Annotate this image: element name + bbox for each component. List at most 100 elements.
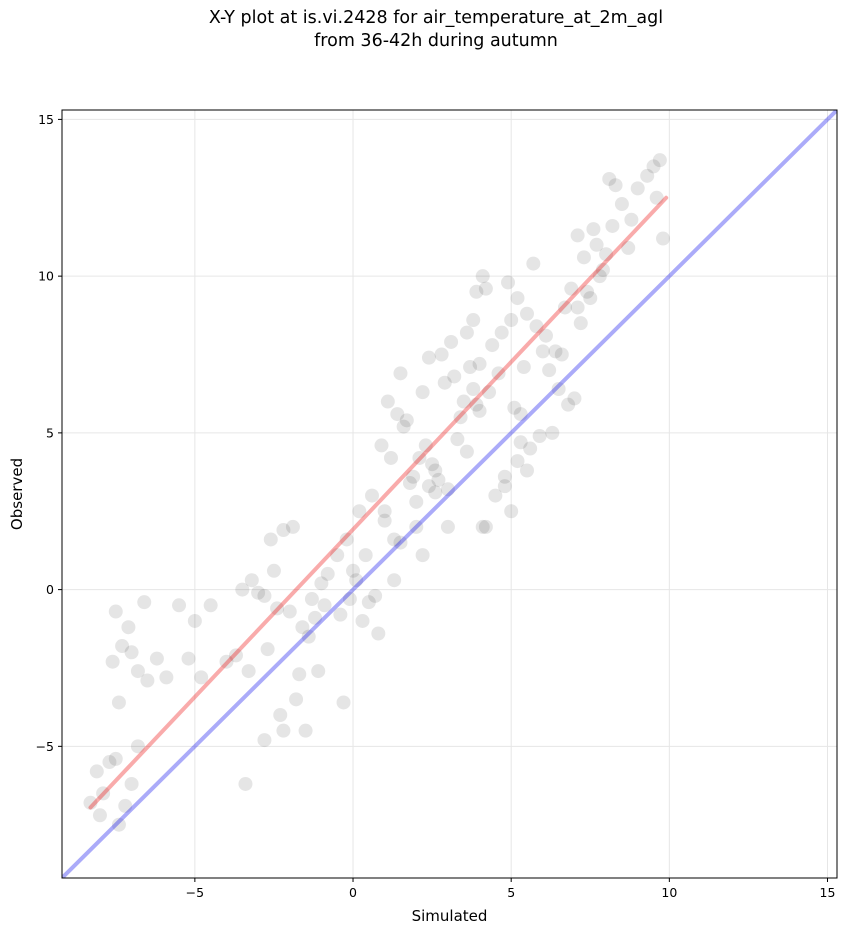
- scatter-point: [140, 673, 155, 688]
- y-tick-label: 10: [38, 269, 54, 284]
- scatter-point: [118, 798, 133, 813]
- scatter-point: [513, 435, 528, 450]
- scatter-point: [92, 808, 107, 823]
- scatter-point: [285, 519, 300, 534]
- scatter-point: [428, 463, 443, 478]
- scatter-point: [194, 670, 209, 685]
- scatter-point: [336, 695, 351, 710]
- scatter-point: [111, 817, 126, 832]
- scatter-point: [532, 429, 547, 444]
- scatter-point: [159, 670, 174, 685]
- scatter-point: [304, 592, 319, 607]
- scatter-point: [573, 316, 588, 331]
- scatter-point: [583, 291, 598, 306]
- scatter-point: [421, 479, 436, 494]
- scatter-point: [485, 338, 500, 353]
- scatter-point: [434, 347, 449, 362]
- scatter-point: [396, 419, 411, 434]
- scatter-point: [482, 385, 497, 400]
- scatter-point: [358, 548, 373, 563]
- scatter-point: [504, 504, 519, 519]
- scatter-point: [260, 642, 275, 657]
- scatter-point: [564, 281, 579, 296]
- scatter-point: [102, 755, 117, 770]
- chart-title-line-2: from 36-42h during autumn: [314, 31, 558, 51]
- scatter-point: [289, 692, 304, 707]
- scatter-point: [475, 519, 490, 534]
- scatter-point: [415, 548, 430, 563]
- scatter-point: [130, 739, 145, 754]
- scatter-point: [105, 654, 120, 669]
- scatter-point: [311, 664, 326, 679]
- y-tick-label: 5: [46, 425, 54, 440]
- scatter-point: [440, 519, 455, 534]
- scatter-point: [314, 576, 329, 591]
- axis-ticks: −5 0 5 10 15 −5 0 5 10 15: [36, 112, 836, 900]
- scatter-point: [330, 548, 345, 563]
- scatter-point: [463, 360, 478, 375]
- scatter-point: [371, 626, 386, 641]
- grid: [62, 110, 837, 878]
- x-tick-label: 10: [661, 885, 677, 900]
- y-tick-label: −5: [36, 739, 54, 754]
- scatter-point: [115, 639, 130, 654]
- scatter-point: [554, 347, 569, 362]
- scatter-point: [111, 695, 126, 710]
- scatter-point: [108, 604, 123, 619]
- x-tick-label: 0: [349, 885, 357, 900]
- scatter-point: [459, 325, 474, 340]
- scatter-point: [538, 328, 553, 343]
- scatter-point: [570, 228, 585, 243]
- scatter-point: [320, 566, 335, 581]
- scatter-point: [374, 438, 389, 453]
- scatter-point: [352, 504, 367, 519]
- scatter-point: [510, 291, 525, 306]
- scatter-point: [244, 573, 259, 588]
- scatter-point: [605, 218, 620, 233]
- scatter-point: [437, 375, 452, 390]
- scatter-point: [83, 795, 98, 810]
- scatter-point: [257, 588, 272, 603]
- scatter-point: [346, 563, 361, 578]
- scatter-point: [529, 319, 544, 334]
- scatter-point: [570, 300, 585, 315]
- scatter-point: [542, 363, 557, 378]
- scatter-point: [602, 171, 617, 186]
- scatter-point: [355, 613, 370, 628]
- x-tick-label: 5: [507, 885, 515, 900]
- scatter-point: [472, 403, 487, 418]
- scatter-point: [124, 776, 139, 791]
- scatter-point: [576, 250, 591, 265]
- scatter-point: [399, 413, 414, 428]
- scatter-point: [630, 181, 645, 196]
- scatter-point: [589, 237, 604, 252]
- x-tick-label: −5: [186, 885, 204, 900]
- scatter-point: [342, 592, 357, 607]
- identity-line: [62, 110, 837, 878]
- scatter-point: [339, 532, 354, 547]
- scatter-point: [241, 664, 256, 679]
- scatter-point: [510, 454, 525, 469]
- scatter-point: [402, 476, 417, 491]
- scatter-point: [387, 573, 402, 588]
- scatter-point: [450, 432, 465, 447]
- scatter-point: [466, 381, 481, 396]
- scatter-point: [409, 494, 424, 509]
- scatter-point: [513, 407, 528, 422]
- scatter-point: [478, 519, 493, 534]
- scatter-point: [580, 284, 595, 299]
- scatter-point: [235, 582, 250, 597]
- scatter-point: [387, 532, 402, 547]
- scatter-point: [298, 723, 313, 738]
- scatter-point: [137, 595, 152, 610]
- scatter-point: [282, 604, 297, 619]
- scatter-point: [523, 441, 538, 456]
- scatter-point: [172, 598, 187, 613]
- reference-lines: [62, 110, 837, 878]
- scatter-point: [377, 513, 392, 528]
- scatter-point: [548, 344, 563, 359]
- scatter-point: [456, 394, 471, 409]
- scatter-point: [295, 620, 310, 635]
- scatter-point: [333, 607, 348, 622]
